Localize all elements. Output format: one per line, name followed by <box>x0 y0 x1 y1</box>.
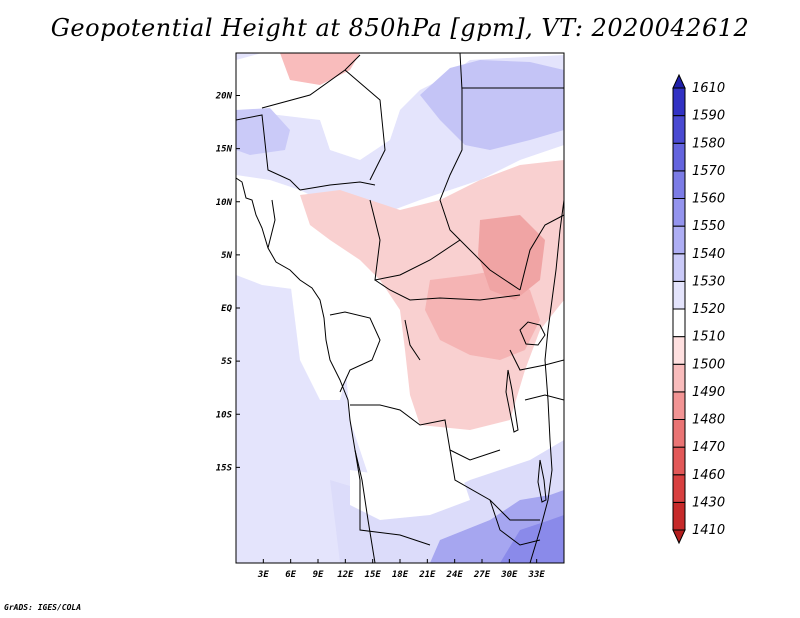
border-central-2 <box>374 279 521 301</box>
x-tick-label: 30E <box>500 570 518 580</box>
colorbar-label: 1510 <box>692 330 725 345</box>
border-west-2 <box>267 199 276 249</box>
colorbar-swatch <box>672 308 686 338</box>
map-field <box>236 53 564 563</box>
chart-title: Geopotential Height at 850hPa [gpm], VT:… <box>50 14 750 42</box>
x-axis: 3E 6E 9E 12E 15E 18E 21E 24E 27E 30E 33E <box>257 559 545 580</box>
border-chad-sudan <box>439 199 461 241</box>
south-west-white <box>350 470 470 520</box>
border-east-2 <box>509 349 564 371</box>
border-libya-egypt <box>439 53 463 201</box>
x-tick-label: 12E <box>337 570 354 580</box>
footer-credit: GrADS: IGES/COLA <box>4 603 82 612</box>
colorbar-label: 1480 <box>692 413 725 428</box>
colorbar-swatch <box>672 170 686 199</box>
colorbar-upper-extend <box>672 73 686 89</box>
borders <box>236 53 564 563</box>
colorbar-swatch <box>672 253 686 282</box>
border-north-2 <box>344 69 386 181</box>
coastline-east <box>529 199 564 563</box>
x-tick-label: 18E <box>392 570 409 580</box>
colorbar-label: 1430 <box>692 495 725 510</box>
border-congo-2 <box>404 319 421 361</box>
colorbar-swatch <box>672 336 686 365</box>
border-east-3 <box>524 394 564 401</box>
colorbar-swatch <box>672 115 686 144</box>
y-tick-label: 10N <box>216 198 233 208</box>
x-tick-label: 33E <box>528 570 546 580</box>
libya-high-area <box>420 60 564 150</box>
x-tick-label: 24E <box>446 570 464 580</box>
colorbar: 1410 1430 1460 1470 1480 1490 1500 1510 1520 1530… <box>672 73 725 545</box>
colorbar-label: 1530 <box>692 274 725 289</box>
y-axis: 20N 15N 10N 5N EQ 5S 10S 15S <box>215 92 240 473</box>
x-tick-label: 6E <box>285 570 296 580</box>
colorbar-swatch <box>672 198 686 227</box>
west-sahara-blue <box>236 108 290 155</box>
y-tick-label: 10S <box>216 410 233 420</box>
colorbar-swatch <box>672 225 686 255</box>
colorbar-label: 1610 <box>692 81 725 96</box>
colorbar-swatch <box>672 474 686 503</box>
colorbar-label: 1580 <box>692 136 725 151</box>
great-lakes-low <box>478 215 545 300</box>
border-drc-angola <box>350 404 501 461</box>
colorbar-swatch <box>672 363 686 393</box>
y-tick-label: 15S <box>216 463 233 473</box>
colorbar-label: 1560 <box>692 192 725 207</box>
border-east-1 <box>519 214 564 291</box>
x-tick-label: 3E <box>257 570 269 580</box>
border-north-1 <box>261 54 361 109</box>
y-tick-label: EQ <box>221 304 232 314</box>
colorbar-swatch <box>672 501 686 531</box>
colorbar-label: 1550 <box>692 219 725 234</box>
border-central-1 <box>369 199 521 291</box>
colorbar-swatch <box>672 87 686 117</box>
x-tick-label: 9E <box>313 570 324 580</box>
y-tick-label: 5S <box>221 357 232 367</box>
lake-victoria <box>519 321 546 346</box>
border-zimbabwe <box>489 499 541 546</box>
x-tick-label: 15E <box>365 570 382 580</box>
colorbar-label: 1460 <box>692 468 725 483</box>
coastline-west <box>236 177 376 563</box>
colorbar-label: 1570 <box>692 164 725 179</box>
border-west-1 <box>236 114 301 191</box>
colorbar-label: 1490 <box>692 385 725 400</box>
x-tick-label: 21E <box>418 570 436 580</box>
south-deep-core <box>500 515 564 563</box>
colorbar-lower-extend <box>672 529 686 545</box>
colorbar-swatch <box>672 419 686 448</box>
lake-malawi <box>537 459 547 503</box>
colorbar-swatch <box>672 280 686 310</box>
lake-tanganyika <box>505 369 519 433</box>
colorbar-label: 1410 <box>692 523 725 538</box>
border-angola-south <box>354 449 431 546</box>
colorbar-swatch <box>672 142 686 172</box>
x-tick-label: 27E <box>473 570 491 580</box>
colorbar-swatch <box>672 391 686 420</box>
colorbar-label: 1520 <box>692 302 725 317</box>
colorbar-label: 1590 <box>692 109 725 124</box>
y-tick-label: 15N <box>216 145 233 155</box>
north-pink-area <box>280 53 360 85</box>
colorbar-label: 1500 <box>692 357 725 372</box>
y-tick-label: 20N <box>215 92 233 102</box>
border-congo-1 <box>329 311 381 393</box>
colorbar-label: 1540 <box>692 247 725 262</box>
colorbar-swatch <box>672 446 686 476</box>
colorbar-label: 1470 <box>692 440 725 455</box>
y-tick-label: 5N <box>221 251 232 261</box>
border-north-3 <box>299 181 376 191</box>
